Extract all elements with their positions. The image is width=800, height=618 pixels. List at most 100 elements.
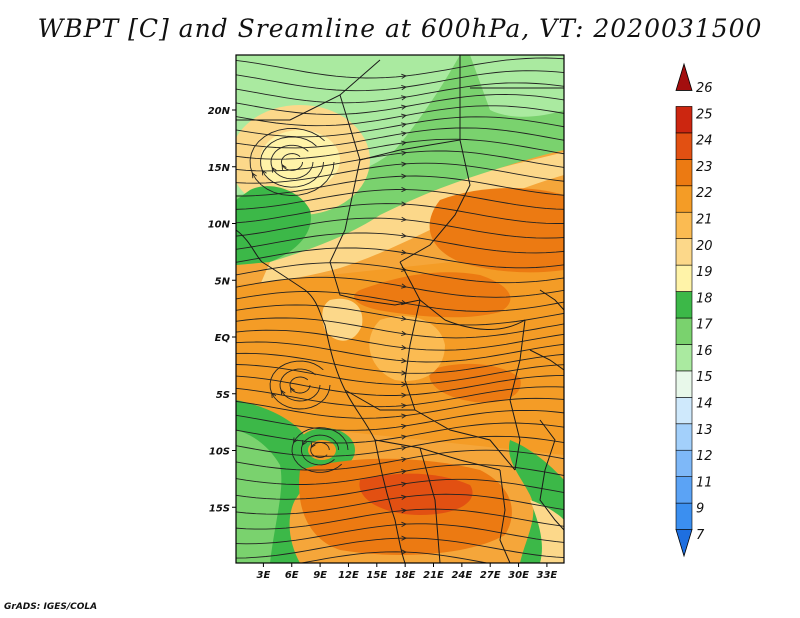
streamline-arrow	[401, 423, 408, 429]
streamline-arrow	[401, 131, 408, 137]
streamline-arrow	[261, 169, 267, 176]
streamline	[236, 493, 564, 515]
lon-tick-label: 21E	[423, 570, 444, 581]
streamline	[236, 341, 564, 363]
streamline-arrow	[401, 173, 408, 179]
streamline	[236, 175, 564, 197]
streamline-arrow	[401, 457, 408, 463]
colorbar-swatch	[675, 264, 693, 292]
lon-tick-label: 24E	[451, 570, 472, 581]
streamline	[236, 317, 564, 339]
streamline	[236, 478, 564, 500]
streamline-arrow	[301, 439, 307, 446]
streamline	[236, 523, 564, 545]
colorbar-label: 13	[696, 423, 713, 438]
streamline	[236, 537, 564, 559]
streamline	[236, 138, 564, 160]
streamline-arrow	[281, 163, 287, 170]
streamline-arrow	[401, 358, 408, 364]
streamline	[236, 232, 564, 254]
streamline-arrow	[401, 469, 408, 475]
streamline	[236, 304, 564, 326]
streamline	[299, 551, 490, 563]
streamline	[236, 162, 564, 184]
streamline-arrow	[401, 113, 408, 119]
lat-tick-label: 5S	[216, 390, 230, 401]
streamline-arrow	[310, 442, 316, 449]
streamline-arrow	[401, 330, 408, 337]
lat-tick-label: EQ	[215, 333, 231, 344]
colorbar-label: 23	[696, 160, 713, 175]
streamline	[236, 508, 564, 530]
colorbar-label: 11	[696, 475, 713, 490]
streamline-arrow	[401, 186, 408, 193]
streamline-arrow	[293, 437, 299, 444]
streamline	[236, 397, 564, 419]
streamline-arrow	[401, 95, 408, 101]
streamline-arrow	[401, 403, 408, 409]
streamline	[236, 217, 564, 239]
streamline-arrow	[401, 104, 408, 110]
colorbar-label: 25	[696, 107, 713, 122]
streamline-arrow	[401, 494, 408, 500]
streamline	[236, 203, 564, 224]
streamline-arrow	[280, 389, 286, 396]
streamline-arrow	[401, 140, 408, 146]
streamline	[236, 435, 564, 457]
streamline	[236, 352, 564, 374]
streamline	[236, 290, 564, 312]
streamline	[236, 189, 564, 210]
map-title: WBPT [C] and Sreamline at 600hPa, VT: 20…	[37, 14, 763, 43]
colorbar-label: 19	[696, 265, 713, 280]
lat-tick-label: 15N	[208, 163, 231, 174]
colorbar-label: 17	[696, 318, 713, 333]
colorbar-swatch	[675, 370, 693, 398]
lat-tick-label: 10N	[208, 220, 231, 231]
streamline-arrow	[401, 413, 408, 419]
colorbar-swatch	[675, 317, 693, 345]
colorbar-label: 21	[696, 212, 713, 227]
streamline	[236, 386, 564, 408]
lat-tick-label: 10S	[209, 447, 230, 458]
streamline	[236, 70, 564, 92]
colorbar-label: 24	[696, 134, 713, 149]
lon-tick-label: 9E	[313, 570, 327, 581]
colorbar-swatch	[675, 291, 693, 319]
streamline-arrow	[401, 84, 408, 91]
colorbar-label: 12	[696, 449, 713, 464]
colorbar-swatch	[675, 106, 693, 134]
streamline-arrow	[401, 283, 408, 289]
streamline	[236, 247, 564, 269]
lat-tick-label: 15S	[209, 503, 230, 514]
lon-tick-label: 18E	[395, 570, 416, 581]
streamline	[236, 105, 564, 127]
streamline-arrow	[401, 150, 408, 156]
streamline-arrow	[290, 386, 295, 393]
streamline-arrow	[401, 535, 408, 541]
lat-tick-label: 5N	[215, 276, 231, 287]
streamline	[236, 127, 564, 149]
colorbar-label: 20	[696, 239, 713, 254]
streamline-arrow	[271, 392, 277, 399]
plot-frame	[235, 54, 565, 564]
longitude-axis: 3E 6E 9E 12E 15E 18E 21E 24E 27E 30E 33E	[257, 563, 557, 581]
lat-tick-label: 20N	[208, 106, 231, 117]
streamline	[236, 116, 564, 138]
colorbar-swatch	[675, 185, 693, 213]
colorbar-label: 15	[696, 370, 713, 385]
lon-tick-label: 12E	[338, 570, 359, 581]
streamline-arrow	[401, 521, 408, 527]
streamline	[236, 94, 564, 115]
streamline-arrow	[401, 549, 408, 555]
streamline-arrow	[271, 166, 277, 173]
streamline-arrow	[401, 161, 408, 167]
colorbar-swatch	[675, 476, 693, 504]
streamline-arrow	[401, 392, 408, 398]
colorbar-swatch	[675, 423, 693, 451]
streamline-arrow	[401, 216, 408, 222]
streamline	[236, 422, 564, 444]
streamline-arrow	[401, 434, 408, 440]
latitude-axis: 20N 15N 10N 5N EQ 5S 10S 15S	[208, 106, 236, 514]
colorbar-top-triangle	[675, 62, 693, 91]
streamline-arrow	[401, 481, 408, 487]
